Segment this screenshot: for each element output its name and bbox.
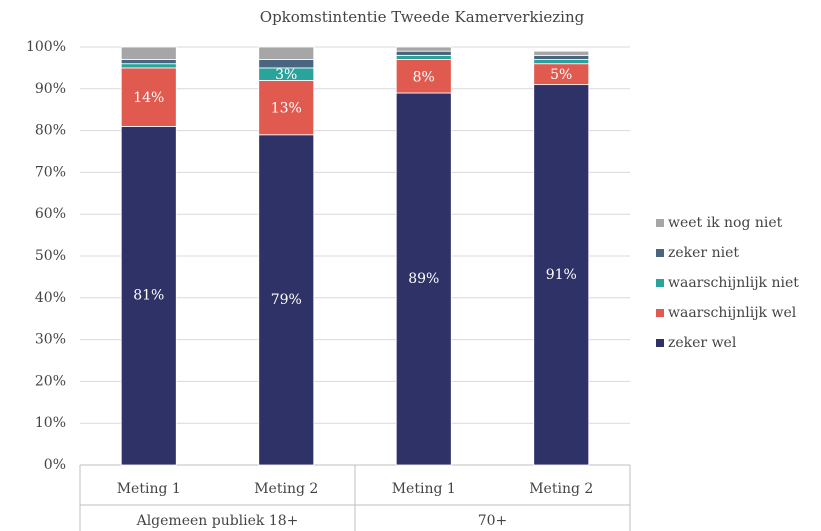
legend-label: waarschijnlijk niet: [668, 275, 799, 291]
data-label: 14%: [133, 90, 164, 106]
bar-segment: [533, 50, 590, 56]
data-label: 8%: [413, 69, 435, 85]
y-tick-label: 60%: [35, 206, 66, 222]
y-tick-label: 40%: [35, 290, 66, 306]
bar-segment: [120, 59, 177, 65]
data-label: 13%: [271, 101, 302, 117]
legend-swatch: [656, 249, 664, 257]
data-label: 81%: [133, 288, 164, 304]
x-tick-label: Meting 1: [117, 481, 181, 497]
chart-title: Opkomstintentie Tweede Kamerverkiezing: [260, 8, 585, 26]
legend-swatch: [656, 309, 664, 317]
bar-segment: [533, 59, 590, 65]
bar-segment: [533, 54, 590, 60]
bar-segment: [258, 80, 315, 136]
legend-label: weet ik nog niet: [668, 215, 783, 231]
data-label: 89%: [408, 271, 439, 287]
legend-swatch: [656, 219, 664, 227]
y-tick-label: 90%: [35, 81, 66, 97]
y-tick-label: 50%: [35, 248, 66, 264]
y-tick-label: 30%: [35, 332, 66, 348]
y-tick-label: 10%: [35, 415, 66, 431]
bar-segment: [395, 92, 452, 466]
legend-swatch: [656, 339, 664, 347]
y-tick-label: 80%: [35, 123, 66, 139]
x-tick-label: Meting 2: [254, 481, 318, 497]
y-tick-label: 70%: [35, 164, 66, 180]
data-label: 79%: [271, 292, 302, 308]
bar-segment: [120, 46, 177, 60]
legend-label: waarschijnlijk wel: [668, 305, 797, 321]
bar-segment: [258, 59, 315, 69]
legend-swatch: [656, 279, 664, 287]
data-label: 91%: [546, 267, 577, 283]
legend-label: zeker wel: [668, 335, 737, 351]
x-tick-label: Meting 1: [392, 481, 456, 497]
y-tick-label: 0%: [44, 457, 66, 473]
bar-segment: [533, 84, 590, 466]
bar-segment: [120, 63, 177, 69]
legend-label: zeker niet: [668, 245, 739, 261]
bar-segment: [120, 126, 177, 466]
bar-segment: [395, 59, 452, 94]
bar-segment: [395, 54, 452, 60]
bar-segment: [395, 46, 452, 52]
bar-segment: [120, 67, 177, 127]
y-tick-label: 100%: [26, 39, 66, 55]
y-tick-label: 20%: [35, 373, 66, 389]
bar-segment: [258, 134, 315, 466]
data-label: 5%: [550, 67, 572, 83]
data-label: 3%: [275, 67, 297, 83]
bar-segment: [258, 46, 315, 60]
group-label: 70+: [478, 513, 508, 529]
bar-segment: [395, 50, 452, 56]
x-tick-label: Meting 2: [529, 481, 593, 497]
group-label: Algemeen publiek 18+: [136, 513, 299, 529]
